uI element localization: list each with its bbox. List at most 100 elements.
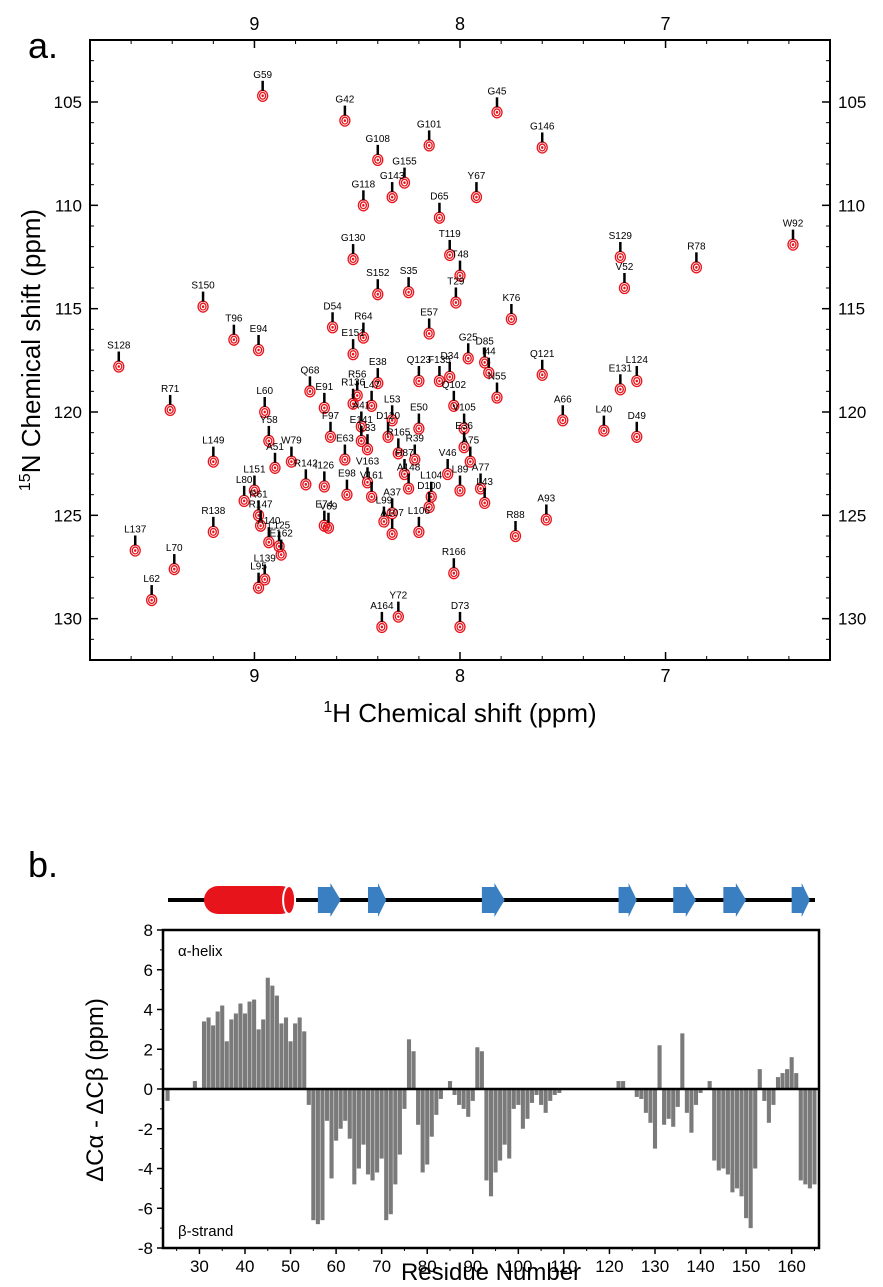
bar-residue-73 [393,1089,398,1185]
bar-residue-48 [279,1023,284,1089]
peak-contour-mid [349,350,357,359]
peak-contour-core [454,301,458,304]
bar-residue-162 [798,1089,803,1181]
bar-x-tick-label: 80 [418,1257,437,1276]
peak-contour-mid [199,302,207,311]
peak-contour-mid [320,403,328,412]
peak-contour-mid [131,546,139,555]
bar-y-tick-label: 4 [144,1001,153,1020]
peak-S129 [614,250,626,264]
bar-residue-63 [347,1089,352,1139]
peak-D49 [631,430,643,443]
spectrum-frame [89,39,831,661]
peak-contour-mid [271,463,279,472]
peak-G118 [357,199,370,212]
peak-contour-core [212,460,215,463]
peak-label-G45: G45 [488,86,507,97]
bar-residue-123 [621,1081,626,1089]
peak-contour-core [427,332,431,335]
bar-residue-165 [812,1089,817,1185]
bar-residue-32 [206,1017,211,1089]
x-axis-title: 1H Chemical shift (ppm) [323,698,596,728]
peak-label-L62: L62 [143,574,160,585]
peak-G45 [491,106,503,119]
peak-contour-mid [341,455,349,464]
bar-residue-140 [698,1089,703,1093]
peak-contour-core [462,427,466,430]
peak-V69 [322,521,335,534]
peak-label-E94: E94 [250,324,268,335]
peak-label-L33: L33 [359,423,376,434]
peak-contour-core [635,435,638,439]
peak-contour-mid [250,486,259,495]
peak-S150 [197,300,209,313]
bar-residue-82 [434,1089,439,1115]
peak-contour-mid [400,178,409,187]
peak-label-R39: R39 [406,434,425,445]
peak-contour-core [331,325,334,329]
peak-A164 [376,620,388,634]
peak-contour-core [458,625,462,629]
peak-contour-core [438,379,441,383]
peak-label-S129: S129 [609,231,633,242]
bar-residue-36 [224,1041,229,1089]
peak-label-G59: G59 [253,70,272,81]
bar-residue-69 [375,1089,380,1173]
peak-contour-core [487,371,490,375]
peak-contour-mid [456,622,464,631]
peak-label-E141: E141 [350,415,374,426]
peak-E50 [413,422,425,435]
peak-contour-mid [446,250,454,259]
peak-contour-core [259,524,262,528]
peak-contour-mid [425,141,433,150]
bar-residue-109 [557,1089,562,1093]
bar-residue-53 [302,1031,307,1089]
peak-contour-mid [341,116,349,125]
peak-contour-mid [633,432,641,441]
peak-contour-mid [425,329,433,338]
alpha-helix-cylinder [204,885,297,915]
bar-residue-151 [748,1089,753,1229]
peak-contour-mid [472,193,481,202]
peak-R78 [690,261,703,274]
peak-E98 [341,488,353,501]
peak-contour-core [458,489,462,492]
peak-contour-core [475,195,478,199]
peak-contour-mid [692,263,701,272]
bar-residue-87 [457,1089,462,1105]
peak-contour-mid [789,240,797,249]
peak-contour-core [257,513,260,517]
peak-V52 [618,281,631,295]
bar-residue-51 [293,1023,298,1089]
panel-a: a. G59 G42 G45 G101 G146 G108 G155 G143 G118 D65 Y… [16,14,866,728]
peak-label-S152: S152 [366,268,390,279]
bar-residue-106 [543,1089,548,1113]
secondary-structure-track [168,883,815,917]
peak-contour-core [290,460,293,463]
peak-contour-mid [384,432,392,441]
peak-contour-mid [209,457,217,466]
peak-contour-core [483,501,486,505]
peak-label-L106: L106 [408,506,431,517]
peak-contour-mid [277,550,285,559]
peak-labels: G59 G42 G45 G101 G146 G108 G155 G143 G118 D65 Y67 W… [107,70,804,622]
peak-L70 [168,562,180,576]
peak-label-R88: R88 [506,510,525,521]
peak-contour-core [438,216,441,220]
bar-residue-81 [429,1089,434,1137]
peak-contour-core [407,487,410,490]
peak-contour-core [253,489,256,492]
peak-label-L149: L149 [202,436,225,447]
peak-contour-core [327,526,330,530]
peak-contour-mid [363,445,372,454]
peak-contour-core [351,257,355,261]
peak-contour-core [623,286,626,290]
peak-L104 [425,490,437,503]
peak-contour-mid [394,612,402,621]
bar-residue-131 [657,1045,662,1089]
bar-residue-83 [438,1089,443,1099]
peak-label-G118: G118 [352,179,376,190]
peak-contour-mid [411,455,419,464]
peak-contour-core [351,352,355,356]
peak-contour-mid [460,424,468,433]
